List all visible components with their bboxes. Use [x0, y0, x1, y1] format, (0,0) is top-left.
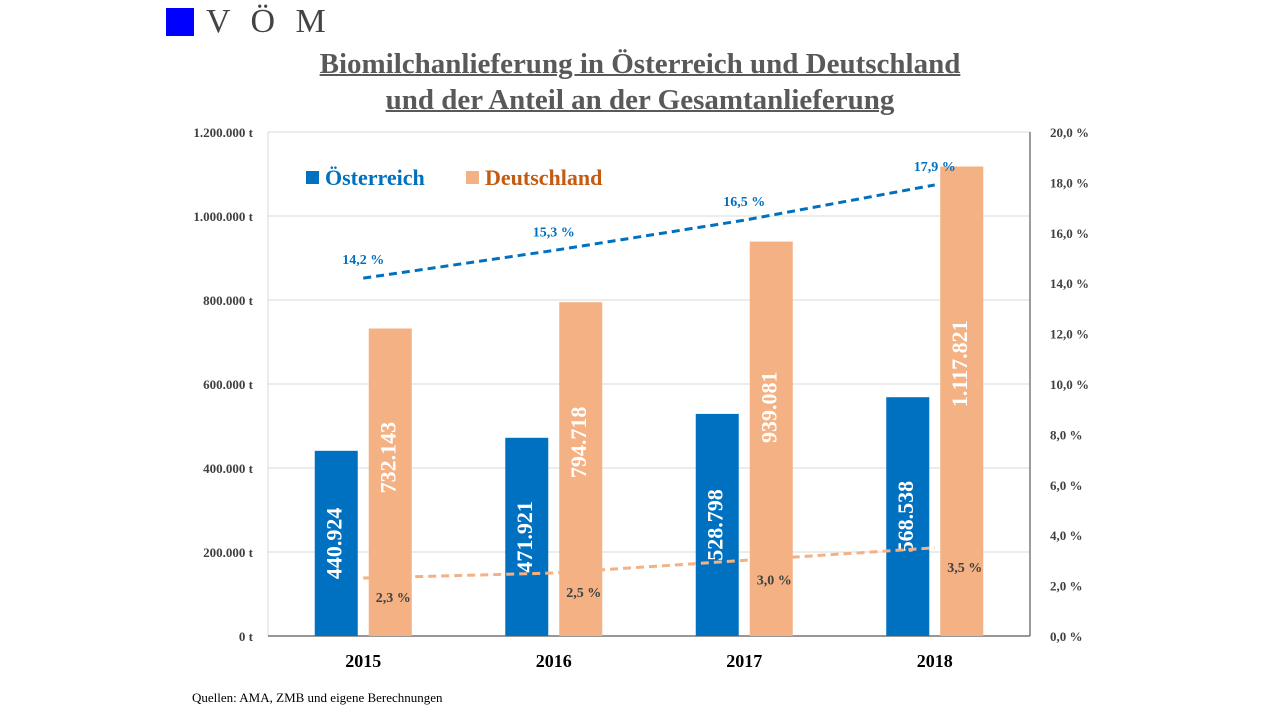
bar-de-2018 [940, 166, 984, 636]
legend-swatch-germany [466, 171, 479, 184]
share-line-label: 16,5 % [723, 195, 765, 210]
y2-tick-label: 8,0 % [1050, 427, 1083, 442]
bar-at-2015 [314, 450, 358, 636]
bar-de-2015 [368, 328, 412, 636]
y2-tick-label: 6,0 % [1050, 478, 1083, 493]
y-tick-label: 600.000 t [203, 377, 254, 392]
bar-at-2016 [505, 437, 549, 636]
bar-at-2018 [886, 397, 930, 636]
bar-value-label: 471.921 [512, 501, 537, 573]
voem-logo: V Ö M [166, 4, 332, 40]
x-tick-label: 2018 [917, 651, 953, 671]
share-line-label: 3,0 % [757, 573, 792, 588]
y2-tick-label: 16,0 % [1050, 226, 1089, 241]
share-line-label: 2,5 % [566, 586, 601, 601]
logo-text: V Ö M [206, 3, 332, 40]
y-tick-label: 200.000 t [203, 545, 254, 560]
bar-value-label: 794.718 [566, 407, 591, 479]
share-line-label: 17,9 % [914, 160, 956, 175]
bar-value-label: 732.143 [375, 422, 400, 494]
y2-tick-label: 20,0 % [1050, 125, 1089, 140]
share-line-label: 2,3 % [376, 591, 411, 606]
y2-tick-label: 0,0 % [1050, 629, 1083, 644]
y2-tick-label: 18,0 % [1050, 175, 1089, 190]
y-tick-label: 0 t [239, 629, 254, 644]
y2-tick-label: 2,0 % [1050, 579, 1083, 594]
bar-at-2017 [695, 413, 739, 636]
y2-tick-label: 14,0 % [1050, 276, 1089, 291]
legend-label-austria: Österreich [325, 165, 425, 190]
share-line-1 [363, 546, 935, 580]
x-tick-label: 2015 [345, 651, 381, 671]
bar-value-label: 568.538 [893, 481, 918, 553]
y-tick-label: 1.200.000 t [193, 125, 253, 140]
share-line-label: 14,2 % [342, 253, 384, 268]
bar-value-label: 528.798 [702, 489, 727, 561]
share-line-label: 15,3 % [533, 225, 575, 240]
share-line-0 [363, 183, 936, 280]
chart-title-line-2: und der Anteil an der Gesamtanlieferung [385, 84, 895, 116]
x-tick-label: 2016 [536, 651, 572, 671]
source-note: Quellen: AMA, ZMB und eigene Berechnunge… [192, 690, 443, 705]
chart-title-line-1: Biomilchanlieferung in Österreich und De… [319, 48, 961, 80]
y-tick-label: 800.000 t [203, 293, 254, 308]
logo-square [166, 8, 194, 36]
legend-swatch-austria [306, 171, 319, 184]
bar-de-2016 [559, 302, 603, 636]
x-tick-label: 2017 [726, 651, 762, 671]
share-line-label: 3,5 % [947, 561, 982, 576]
bar-value-label: 1.117.821 [947, 320, 972, 407]
bar-value-label: 939.081 [756, 371, 781, 443]
bar-de-2017 [749, 241, 793, 636]
y2-tick-label: 12,0 % [1050, 327, 1089, 342]
y-tick-label: 400.000 t [203, 461, 254, 476]
chart-title: Biomilchanlieferung in Österreich und De… [190, 46, 1090, 118]
y2-tick-label: 4,0 % [1050, 528, 1083, 543]
y2-tick-label: 10,0 % [1050, 377, 1089, 392]
bar-value-label: 440.924 [321, 508, 346, 580]
legend-label-germany: Deutschland [485, 165, 602, 190]
y-tick-label: 1.000.000 t [193, 209, 253, 224]
